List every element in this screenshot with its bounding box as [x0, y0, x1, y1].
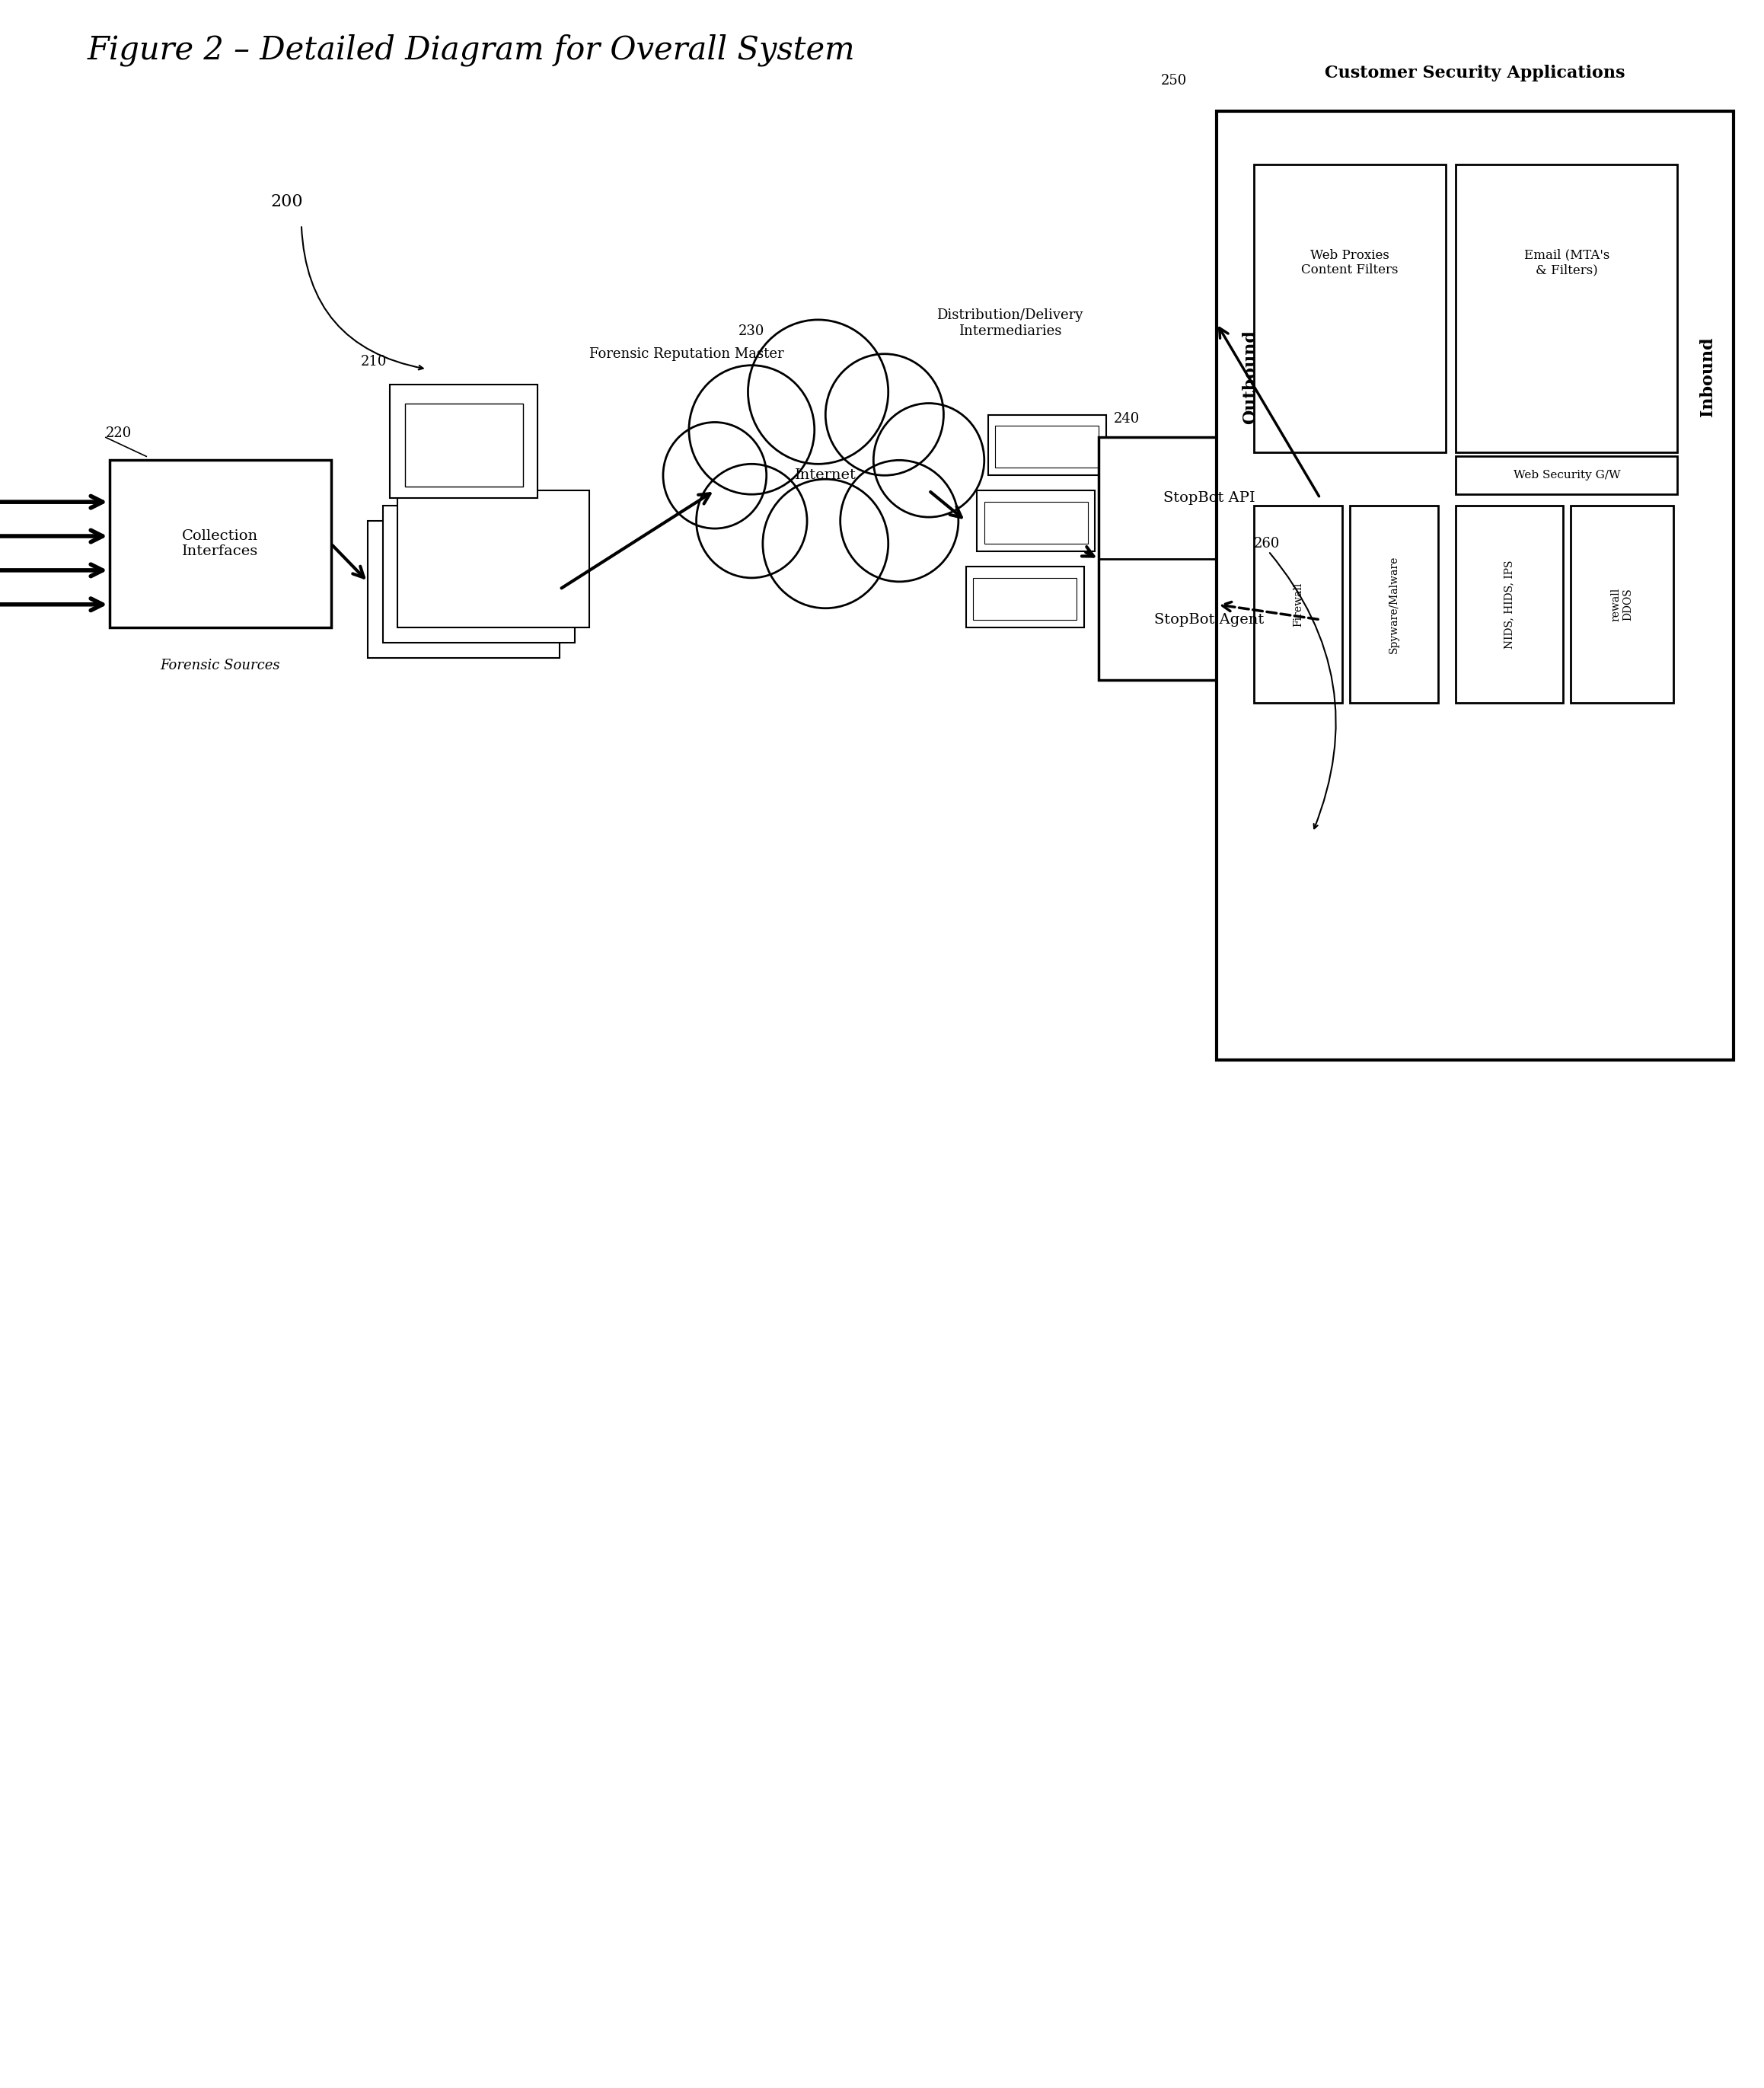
Bar [1455, 165, 1678, 453]
Text: 260: 260 [1254, 537, 1281, 551]
Circle shape [663, 422, 766, 528]
Text: Figure 2 – Detailed Diagram for Overall System: Figure 2 – Detailed Diagram for Overall … [86, 33, 856, 67]
Bar [988, 416, 1106, 476]
Text: NIDS, HIDS, IPS: NIDS, HIDS, IPS [1503, 560, 1515, 649]
Circle shape [697, 464, 808, 578]
Circle shape [762, 478, 889, 608]
Bar [1099, 436, 1319, 681]
Bar [390, 384, 538, 499]
Text: Outbound: Outbound [1242, 330, 1258, 424]
Text: StopBot Agent: StopBot Agent [1154, 612, 1265, 626]
Text: 220: 220 [106, 426, 132, 441]
Bar [404, 403, 522, 487]
Bar [1349, 505, 1438, 704]
Bar [1455, 457, 1678, 495]
Bar [965, 566, 1083, 626]
Text: rewall
DDOS: rewall DDOS [1611, 587, 1633, 622]
Text: Customer Security Applications: Customer Security Applications [1325, 65, 1625, 81]
Text: Web Security G/W: Web Security G/W [1514, 470, 1619, 480]
Text: Web Proxies
Content Filters: Web Proxies Content Filters [1302, 248, 1399, 278]
Circle shape [748, 319, 889, 464]
Circle shape [840, 459, 958, 583]
Text: Distribution/Delivery
Intermediaries: Distribution/Delivery Intermediaries [937, 309, 1083, 338]
Text: Forensic Reputation Master: Forensic Reputation Master [589, 347, 783, 361]
Text: Inbound: Inbound [1699, 336, 1716, 416]
Bar [383, 505, 575, 643]
Bar [977, 491, 1095, 551]
Bar [1254, 505, 1342, 704]
Bar [1217, 111, 1734, 1061]
Bar [1254, 165, 1446, 453]
Circle shape [826, 353, 944, 476]
Bar [995, 426, 1099, 468]
Bar [1570, 505, 1674, 704]
Text: 210: 210 [360, 355, 386, 367]
Text: 250: 250 [1161, 73, 1187, 88]
Text: 230: 230 [739, 324, 766, 338]
Bar [109, 459, 332, 626]
Text: Email (MTA's
& Filters): Email (MTA's & Filters) [1524, 248, 1609, 278]
Text: Firewall: Firewall [1293, 583, 1304, 626]
Bar [369, 520, 559, 658]
Text: StopBot API: StopBot API [1164, 491, 1256, 505]
Bar [1455, 505, 1563, 704]
Text: 240: 240 [1113, 411, 1140, 426]
Circle shape [873, 403, 984, 518]
Text: Spyware/Malware: Spyware/Malware [1388, 555, 1399, 654]
Text: 200: 200 [270, 194, 303, 211]
Bar [397, 491, 589, 626]
Circle shape [690, 365, 815, 495]
Text: Forensic Sources: Forensic Sources [161, 658, 280, 672]
Bar [984, 501, 1088, 543]
Bar [974, 578, 1076, 620]
Text: Internet: Internet [796, 468, 856, 482]
Text: Collection
Interfaces: Collection Interfaces [182, 528, 258, 557]
